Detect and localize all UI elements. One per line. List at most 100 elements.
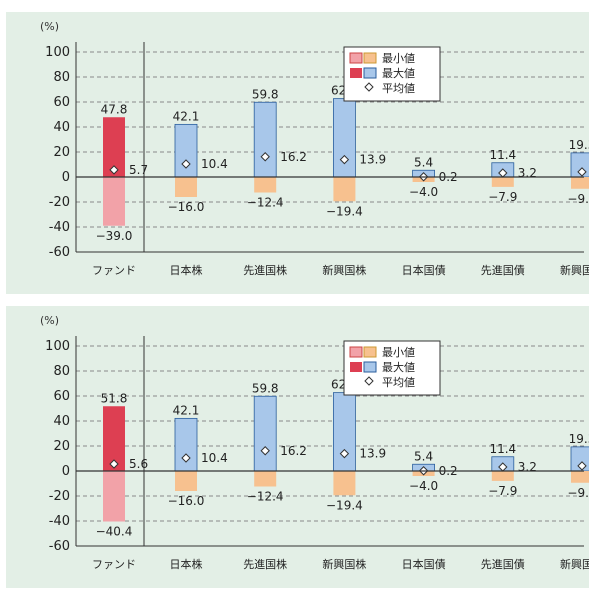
min-value-label: −16.0 [168,200,205,214]
avg-value-label: 3.2 [518,460,537,474]
bar-min [175,177,197,197]
min-value-label: −40.4 [96,525,133,539]
bar-max [174,417,198,472]
legend-swatch-min-orange [363,52,377,64]
bar-min [254,177,277,193]
legend-avg-marker [364,376,374,386]
legend-swatch-max-red [350,362,362,372]
x-category-label: ファンド [92,264,136,277]
y-tick-label: 20 [53,145,70,160]
min-value-label: −7.9 [488,484,517,498]
y-tick-label: 80 [53,364,70,379]
chart-top: (%) 100 80 60 40 20 0 -20 -40 -60 47.8 −39.0 5.7 ファンド… [40,20,589,277]
bar-min [103,177,125,226]
chart-bottom: (%) 100 80 60 40 20 0 -20 -40 -60 51.8 −40.4 5.6 ファンド… [40,314,589,571]
bar-max [332,98,356,178]
legend-swatch-max-blue [363,361,377,373]
x-category-label: ファンド [92,558,136,571]
min-value-label: −4.0 [409,479,438,493]
min-value-label: −4.0 [409,185,438,199]
max-value-label: 5.4 [414,449,433,463]
min-value-label: −16.0 [168,494,205,508]
y-tick-label: 60 [53,389,70,404]
bar-max [332,392,356,472]
avg-marker [181,453,191,463]
bar-max [253,101,277,178]
avg-value-label: 13.9 [359,153,386,167]
x-category-label: 日本株 [170,263,203,277]
x-category-label: 先進国債 [481,557,525,571]
legend-swatch-min-orange [363,346,377,358]
y-tick-label: 0 [62,170,70,185]
x-category-label: 先進国債 [481,263,525,277]
avg-marker [109,459,119,469]
bar-max [103,406,125,471]
bar-min [491,471,514,481]
y-axis-title: (%) [40,314,59,327]
y-tick-label: 20 [53,439,70,454]
bar-max [174,123,198,178]
min-value-label: −9.4 [567,192,589,206]
x-category-label: 先進国株 [243,263,287,277]
y-tick-label: -60 [49,245,70,260]
avg-marker [577,461,587,471]
min-value-label: −12.4 [247,196,284,210]
min-value-label: −19.4 [326,204,363,218]
bar-min [333,177,356,202]
legend-swatch-min-red [349,52,363,64]
y-tick-label: -60 [49,539,70,554]
cropped-header [0,0,595,10]
x-category-label: 日本国債 [402,263,446,277]
avg-value-label: 5.6 [129,457,148,471]
max-value-label: 51.8 [101,391,128,405]
chart-panel-top: (%) 100 80 60 40 20 0 -20 -40 -60 47.8 −39.0 5.7 ファンド… [6,12,589,294]
max-value-label: 42.1 [173,403,200,417]
max-value-label: 59.8 [252,381,279,395]
max-value-label: 19.3 [569,432,589,446]
y-tick-label: 40 [53,120,70,135]
max-value-label: 5.4 [414,155,433,169]
legend-min-label: 最小値 [382,346,415,359]
legend-avg-label: 平均値 [382,376,415,389]
x-category-label: 先進国株 [243,557,287,571]
avg-value-label: 16.2 [280,150,307,164]
max-value-label: 42.1 [173,109,200,123]
x-category-label: 新興国株 [322,263,366,277]
bar-min [103,471,125,522]
avg-marker [109,165,119,175]
legend-max-label: 最大値 [382,66,415,80]
avg-marker [577,167,587,177]
avg-marker [260,446,270,456]
x-category-label: 日本株 [170,557,203,571]
avg-value-label: 5.7 [129,163,148,177]
max-value-label: 47.8 [101,102,128,116]
min-value-label: −7.9 [488,190,517,204]
y-tick-label: 100 [45,45,70,60]
legend-swatch-min-red [349,346,363,358]
y-tick-label: -40 [49,220,70,235]
bar-min [175,471,197,491]
y-tick-label: 60 [53,95,70,110]
bar-min [571,177,589,189]
max-value-label: 59.8 [252,87,279,101]
max-value-label: 11.4 [489,442,516,456]
avg-marker [260,152,270,162]
bar-max [103,117,125,177]
avg-marker [181,159,191,169]
min-value-label: −19.4 [326,498,363,512]
avg-marker [339,448,350,459]
legend-swatch-max-blue [363,67,377,79]
min-value-label: −9.4 [567,486,589,500]
avg-value-label: 10.4 [201,157,228,171]
avg-value-label: 16.2 [280,444,307,458]
bar-max [253,395,277,472]
bar-min [254,471,277,487]
x-category-label: 新興国株 [322,557,366,571]
bar-min [333,471,356,496]
x-category-label: 日本国債 [402,557,446,571]
bar-min [491,177,514,187]
avg-value-label: 3.2 [518,166,537,180]
y-tick-label: 80 [53,70,70,85]
